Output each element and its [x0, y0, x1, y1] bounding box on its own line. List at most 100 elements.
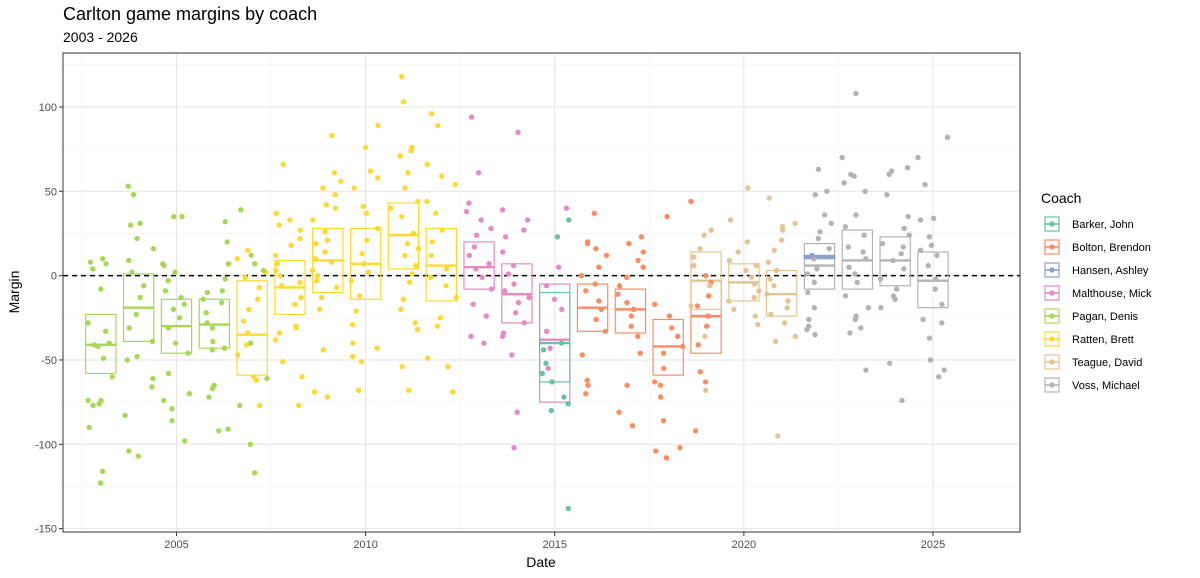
point-pagan-denis-2005 — [176, 315, 183, 321]
point-bolton-brendon-2017 — [635, 333, 641, 340]
point-ratten-brett-2008 — [293, 323, 299, 329]
point-ratten-brett-2008 — [287, 217, 293, 223]
point-ratten-brett-2008 — [272, 337, 279, 343]
point-voss-michael-2023 — [846, 264, 852, 270]
point-voss-michael-2025 — [920, 316, 926, 323]
point-ratten-brett-2011 — [415, 245, 421, 252]
point-pagan-denis-2004 — [137, 220, 143, 227]
point-bolton-brendon-2016 — [592, 281, 598, 287]
point-teague-david-2020 — [745, 185, 751, 191]
point-voss-michael-2023 — [848, 171, 854, 178]
point-bolton-brendon-2019 — [692, 428, 699, 434]
point-teague-david-2020 — [743, 267, 749, 274]
point-ratten-brett-2012 — [450, 389, 456, 395]
point-ratten-brett-2010 — [356, 293, 363, 299]
point-bolton-brendon-2017 — [615, 291, 621, 297]
point-bolton-brendon-2019 — [704, 323, 710, 329]
point-ratten-brett-2009 — [332, 205, 339, 211]
point-voss-michael-2022 — [806, 316, 812, 323]
point-malthouse-mick-2014 — [521, 320, 527, 326]
point-ratten-brett-2008 — [280, 161, 286, 168]
point-ratten-brett-2012 — [443, 283, 449, 289]
point-ratten-brett-2009 — [313, 240, 319, 247]
point-bolton-brendon-2017 — [616, 409, 622, 415]
point-ratten-brett-2008 — [277, 272, 283, 279]
point-voss-michael-2022 — [815, 235, 822, 242]
point-pagan-denis-2003 — [91, 342, 98, 348]
point-voss-michael-2024 — [890, 293, 897, 299]
point-ratten-brett-2012 — [428, 252, 434, 259]
point-voss-michael-2024 — [904, 164, 911, 171]
point-pagan-denis-2003 — [106, 340, 113, 346]
legend-label-malthouse-mick: Malthouse, Mick — [1072, 288, 1152, 300]
point-voss-michael-2023 — [853, 313, 859, 319]
chart-title: Carlton game margins by coach — [63, 4, 317, 24]
point-malthouse-mick-2013 — [488, 286, 495, 292]
point-ratten-brett-2009 — [312, 256, 318, 262]
point-voss-michael-2022 — [805, 289, 811, 296]
point-malthouse-mick-2014 — [500, 249, 506, 255]
point-pagan-denis-2004 — [134, 353, 140, 360]
point-voss-michael-2025 — [944, 134, 951, 141]
point-voss-michael-2025 — [928, 242, 935, 248]
point-pagan-denis-2006 — [209, 347, 216, 353]
point-teague-david-2021 — [778, 237, 785, 243]
point-voss-michael-2022 — [804, 271, 811, 277]
point-bolton-brendon-2017 — [640, 249, 646, 255]
point-voss-michael-2025 — [917, 217, 924, 223]
legend-key-point — [1049, 244, 1055, 250]
point-voss-michael-2025 — [934, 252, 940, 259]
legend-label-pagan-denis: Pagan, Denis — [1072, 311, 1139, 323]
point-teague-david-2021 — [765, 259, 771, 265]
point-ratten-brett-2010 — [355, 387, 362, 394]
point-bolton-brendon-2016 — [593, 316, 599, 323]
point-pagan-denis-2006 — [222, 218, 228, 225]
point-teague-david-2021 — [771, 283, 777, 289]
point-ratten-brett-2010 — [375, 122, 381, 129]
point-teague-david-2021 — [792, 333, 798, 340]
point-ratten-brett-2012 — [452, 181, 458, 188]
point-pagan-denis-2005 — [160, 261, 166, 267]
point-pagan-denis-2007 — [248, 252, 254, 259]
point-pagan-denis-2005 — [181, 301, 188, 308]
point-bolton-brendon-2017 — [626, 240, 632, 247]
point-malthouse-mick-2014 — [512, 310, 519, 316]
point-barker-john-2015 — [540, 347, 547, 353]
point-bolton-brendon-2018 — [661, 365, 667, 372]
point-bolton-brendon-2018 — [668, 325, 675, 331]
legend-key-point — [1049, 359, 1055, 365]
x-tick-label: 2025 — [921, 539, 945, 551]
point-malthouse-mick-2013 — [473, 266, 479, 272]
point-voss-michael-2025 — [932, 286, 938, 292]
point-teague-david-2020 — [726, 257, 733, 264]
point-ratten-brett-2007 — [251, 374, 257, 380]
point-malthouse-mick-2015 — [559, 306, 565, 313]
point-pagan-denis-2004 — [130, 191, 137, 198]
point-ratten-brett-2012 — [435, 122, 441, 129]
point-bolton-brendon-2016 — [583, 288, 589, 294]
point-pagan-denis-2007 — [252, 470, 258, 476]
point-pagan-denis-2007 — [237, 402, 243, 409]
point-malthouse-mick-2013 — [479, 274, 485, 281]
point-ratten-brett-2008 — [274, 261, 281, 267]
point-ratten-brett-2008 — [299, 374, 305, 380]
point-ratten-brett-2010 — [362, 144, 369, 151]
point-malthouse-mick-2013 — [483, 313, 490, 319]
point-barker-john-2015 — [565, 401, 571, 407]
legend-label-ratten-brett: Ratten, Brett — [1072, 334, 1134, 346]
point-bolton-brendon-2018 — [651, 301, 658, 308]
point-bolton-brendon-2019 — [697, 369, 703, 375]
point-malthouse-mick-2015 — [545, 365, 551, 372]
point-barker-john-2015 — [565, 505, 571, 512]
point-malthouse-mick-2014 — [514, 409, 520, 415]
point-pagan-denis-2006 — [200, 296, 206, 302]
point-bolton-brendon-2016 — [579, 352, 585, 358]
x-tick-label: 2015 — [542, 539, 566, 551]
point-ratten-brett-2009 — [314, 272, 321, 279]
point-pagan-denis-2004 — [150, 245, 157, 252]
point-ratten-brett-2011 — [414, 326, 421, 333]
point-malthouse-mick-2014 — [510, 262, 517, 269]
point-ratten-brett-2007 — [256, 284, 263, 291]
point-teague-david-2021 — [775, 433, 781, 439]
point-ratten-brett-2011 — [410, 230, 417, 237]
